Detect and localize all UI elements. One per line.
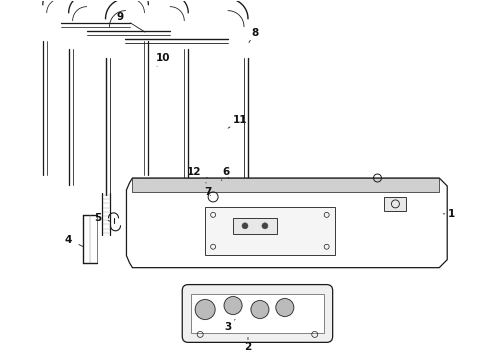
Bar bbox=[233, 218, 277, 234]
Circle shape bbox=[195, 300, 215, 319]
Text: 8: 8 bbox=[249, 28, 259, 42]
Circle shape bbox=[262, 223, 268, 229]
Text: 6: 6 bbox=[221, 167, 230, 181]
Circle shape bbox=[224, 297, 242, 315]
Circle shape bbox=[251, 301, 269, 319]
Bar bbox=[385, 197, 406, 211]
Text: 12: 12 bbox=[187, 167, 206, 183]
Text: 2: 2 bbox=[245, 337, 251, 352]
Polygon shape bbox=[132, 178, 439, 192]
Text: 3: 3 bbox=[224, 319, 235, 332]
Text: 7: 7 bbox=[204, 187, 212, 197]
FancyBboxPatch shape bbox=[182, 285, 333, 342]
Text: 1: 1 bbox=[443, 209, 455, 219]
Bar bbox=[205, 207, 335, 255]
Bar bbox=[191, 293, 324, 333]
Text: 4: 4 bbox=[65, 235, 83, 247]
Text: 5: 5 bbox=[94, 213, 110, 223]
Text: 10: 10 bbox=[156, 54, 171, 66]
Circle shape bbox=[276, 298, 294, 316]
Text: 9: 9 bbox=[117, 12, 145, 32]
Text: 11: 11 bbox=[228, 115, 247, 128]
Circle shape bbox=[242, 223, 248, 229]
Polygon shape bbox=[126, 178, 447, 268]
